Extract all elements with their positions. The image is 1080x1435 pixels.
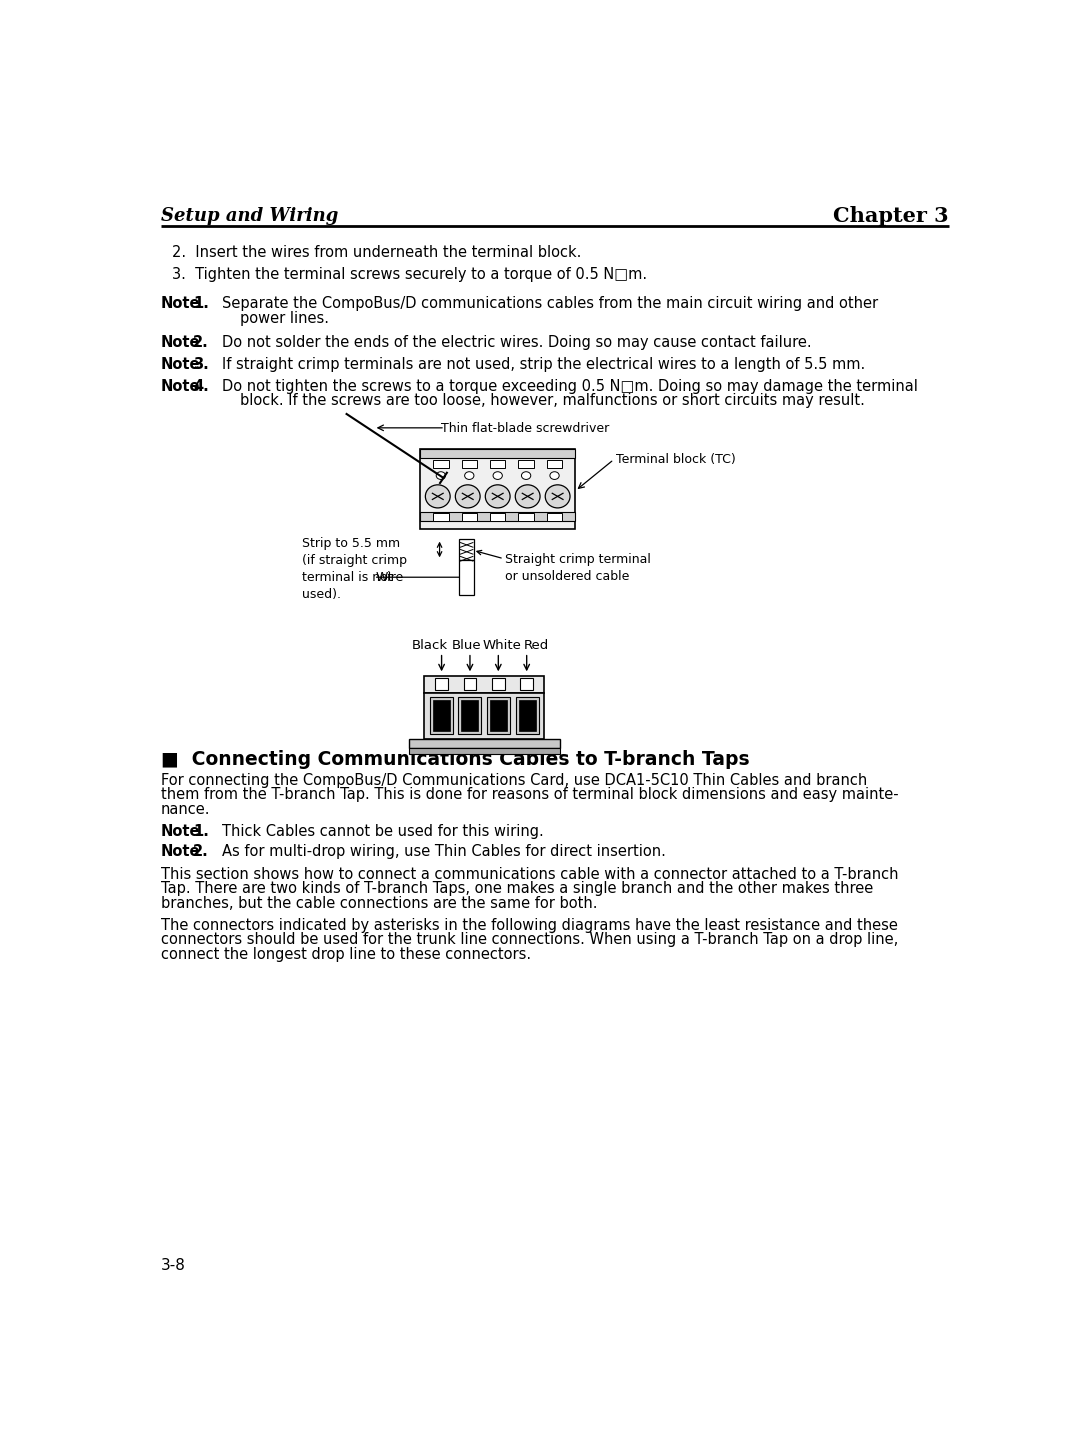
Bar — [420, 449, 576, 530]
Text: 1.: 1. — [193, 824, 210, 838]
Text: Do not solder the ends of the electric wires. Doing so may cause contact failure: Do not solder the ends of the electric w… — [221, 336, 811, 350]
Text: Note: Note — [161, 336, 200, 350]
Ellipse shape — [464, 472, 474, 479]
Bar — [433, 461, 448, 468]
Bar — [461, 514, 477, 521]
Text: This section shows how to connect a communications cable with a connector attach: This section shows how to connect a comm… — [161, 867, 899, 881]
Text: Terminal block (TC): Terminal block (TC) — [616, 453, 735, 466]
Bar — [420, 512, 576, 521]
Ellipse shape — [426, 485, 450, 508]
Text: branches, but the cable connections are the same for both.: branches, but the cable connections are … — [161, 895, 597, 911]
Text: Black: Black — [411, 639, 448, 651]
Bar — [459, 560, 474, 596]
Ellipse shape — [545, 485, 570, 508]
Text: Chapter 3: Chapter 3 — [833, 207, 948, 227]
Bar — [459, 538, 474, 560]
Text: 3-8: 3-8 — [161, 1258, 186, 1273]
Bar — [490, 700, 507, 732]
Bar — [518, 514, 534, 521]
Ellipse shape — [515, 485, 540, 508]
Text: 2.: 2. — [193, 336, 208, 350]
Bar — [424, 693, 544, 739]
Text: Thick Cables cannot be used for this wiring.: Thick Cables cannot be used for this wir… — [221, 824, 543, 838]
Text: Note: Note — [161, 379, 200, 393]
Text: Setup and Wiring: Setup and Wiring — [161, 207, 338, 225]
Text: For connecting the CompoBus/D Communications Card, use DCA1-5C10 Thin Cables and: For connecting the CompoBus/D Communicat… — [161, 773, 867, 788]
Ellipse shape — [436, 472, 446, 479]
Text: Red: Red — [524, 639, 550, 651]
Bar — [463, 679, 476, 690]
Text: 2.  Insert the wires from underneath the terminal block.: 2. Insert the wires from underneath the … — [172, 245, 581, 260]
Text: them from the T-branch Tap. This is done for reasons of terminal block dimension: them from the T-branch Tap. This is done… — [161, 788, 899, 802]
Text: Do not tighten the screws to a torque exceeding 0.5 N□m. Doing so may damage the: Do not tighten the screws to a torque ex… — [221, 379, 918, 393]
Bar — [490, 514, 505, 521]
Text: ■  Connecting Communications Cables to T-branch Taps: ■ Connecting Communications Cables to T-… — [161, 749, 750, 769]
Text: Thin flat-blade screwdriver: Thin flat-blade screwdriver — [441, 422, 609, 435]
Bar — [490, 461, 505, 468]
Text: The connectors indicated by asterisks in the following diagrams have the least r: The connectors indicated by asterisks in… — [161, 917, 897, 933]
Text: Straight crimp terminal
or unsoldered cable: Straight crimp terminal or unsoldered ca… — [505, 552, 651, 583]
Bar — [424, 676, 544, 693]
Bar — [461, 700, 478, 732]
Text: connectors should be used for the trunk line connections. When using a T-branch : connectors should be used for the trunk … — [161, 933, 897, 947]
Text: White: White — [483, 639, 522, 651]
Bar — [430, 697, 453, 735]
Text: block. If the screws are too loose, however, malfunctions or short circuits may : block. If the screws are too loose, howe… — [240, 393, 864, 408]
Text: 4.: 4. — [193, 379, 208, 393]
Text: 3.: 3. — [193, 357, 208, 372]
Bar — [461, 461, 477, 468]
Ellipse shape — [550, 472, 559, 479]
Bar — [515, 697, 539, 735]
Text: Strip to 5.5 mm
(if straight crimp
terminal is not
used).: Strip to 5.5 mm (if straight crimp termi… — [301, 537, 407, 601]
Text: power lines.: power lines. — [240, 311, 328, 326]
Text: Note: Note — [161, 824, 200, 838]
Bar — [408, 739, 559, 748]
Bar — [492, 679, 504, 690]
Bar — [435, 679, 448, 690]
Text: 2.: 2. — [193, 844, 208, 858]
Bar — [546, 461, 563, 468]
Bar — [420, 449, 576, 458]
Text: nance.: nance. — [161, 802, 211, 817]
Ellipse shape — [485, 485, 510, 508]
Text: Tap. There are two kinds of T-branch Taps, one makes a single branch and the oth: Tap. There are two kinds of T-branch Tap… — [161, 881, 873, 897]
Bar — [433, 514, 448, 521]
Ellipse shape — [522, 472, 530, 479]
Bar — [487, 697, 510, 735]
Bar — [546, 514, 563, 521]
Text: Note: Note — [161, 296, 200, 311]
Text: 3.  Tighten the terminal screws securely to a torque of 0.5 N□m.: 3. Tighten the terminal screws securely … — [172, 267, 647, 281]
Bar — [458, 697, 482, 735]
Bar — [521, 679, 532, 690]
Text: If straight crimp terminals are not used, strip the electrical wires to a length: If straight crimp terminals are not used… — [221, 357, 865, 372]
Text: As for multi-drop wiring, use Thin Cables for direct insertion.: As for multi-drop wiring, use Thin Cable… — [221, 844, 665, 858]
Bar — [518, 700, 536, 732]
Text: 1.: 1. — [193, 296, 210, 311]
Text: Separate the CompoBus/D communications cables from the main circuit wiring and o: Separate the CompoBus/D communications c… — [221, 296, 878, 311]
Text: connect the longest drop line to these connectors.: connect the longest drop line to these c… — [161, 947, 530, 961]
Bar — [408, 748, 559, 753]
Bar — [433, 700, 449, 732]
Text: Note: Note — [161, 357, 200, 372]
Ellipse shape — [456, 485, 481, 508]
Text: Blue: Blue — [451, 639, 481, 651]
Text: Note: Note — [161, 844, 200, 858]
Bar — [518, 461, 534, 468]
Ellipse shape — [494, 472, 502, 479]
Text: Wire: Wire — [375, 571, 404, 584]
